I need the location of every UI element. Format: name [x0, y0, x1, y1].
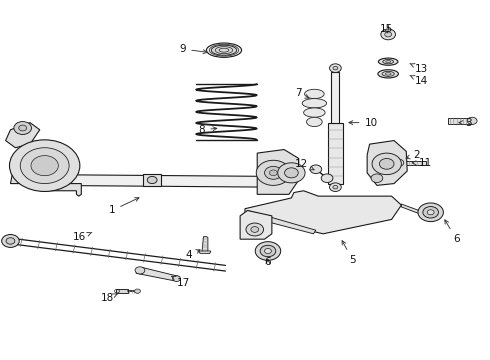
Text: 7: 7	[295, 88, 309, 98]
Polygon shape	[367, 140, 407, 185]
Circle shape	[330, 64, 341, 72]
Circle shape	[19, 125, 26, 131]
Circle shape	[14, 122, 31, 134]
Circle shape	[265, 248, 271, 253]
Ellipse shape	[211, 45, 237, 55]
Text: 9: 9	[180, 44, 207, 54]
Polygon shape	[5, 123, 40, 148]
Circle shape	[256, 160, 291, 185]
Polygon shape	[328, 123, 343, 184]
Polygon shape	[202, 237, 208, 252]
Text: 10: 10	[349, 118, 378, 128]
Text: 2: 2	[406, 150, 420, 160]
Polygon shape	[45, 184, 81, 196]
Polygon shape	[136, 267, 179, 281]
Circle shape	[260, 245, 276, 257]
Ellipse shape	[386, 60, 391, 63]
Circle shape	[251, 226, 259, 232]
Circle shape	[285, 168, 298, 178]
Text: 11: 11	[412, 158, 432, 168]
Text: 15: 15	[380, 24, 393, 35]
Circle shape	[255, 242, 281, 260]
Text: 5: 5	[342, 241, 356, 265]
Circle shape	[265, 166, 282, 179]
Circle shape	[20, 148, 69, 184]
Polygon shape	[399, 161, 426, 165]
Circle shape	[371, 174, 383, 183]
Polygon shape	[245, 191, 401, 234]
Ellipse shape	[304, 108, 325, 117]
Circle shape	[379, 158, 394, 169]
Circle shape	[333, 185, 338, 189]
Polygon shape	[199, 251, 211, 253]
Circle shape	[394, 159, 404, 166]
Text: 12: 12	[295, 159, 314, 170]
Circle shape	[147, 176, 157, 184]
Circle shape	[246, 223, 264, 236]
Circle shape	[385, 32, 392, 37]
Polygon shape	[448, 118, 472, 124]
Circle shape	[321, 174, 333, 183]
Text: 6: 6	[265, 257, 271, 267]
Circle shape	[330, 183, 341, 192]
Ellipse shape	[302, 99, 327, 108]
Polygon shape	[116, 289, 128, 293]
Circle shape	[31, 156, 58, 176]
Circle shape	[310, 165, 322, 174]
Circle shape	[372, 153, 401, 175]
Circle shape	[427, 210, 434, 215]
Text: 4: 4	[186, 250, 200, 260]
Circle shape	[9, 140, 80, 192]
Ellipse shape	[383, 59, 393, 64]
Polygon shape	[401, 204, 419, 213]
Text: 6: 6	[445, 220, 460, 244]
Circle shape	[135, 267, 145, 274]
Polygon shape	[144, 174, 161, 186]
Polygon shape	[331, 72, 339, 123]
Circle shape	[381, 29, 395, 40]
Circle shape	[423, 207, 439, 218]
Circle shape	[333, 66, 338, 70]
Circle shape	[172, 276, 180, 282]
Text: 16: 16	[73, 232, 92, 242]
Polygon shape	[10, 167, 40, 184]
Circle shape	[418, 203, 443, 222]
Circle shape	[6, 238, 15, 244]
Circle shape	[278, 163, 305, 183]
Circle shape	[270, 170, 277, 176]
Ellipse shape	[378, 70, 398, 78]
Ellipse shape	[378, 58, 398, 65]
Ellipse shape	[385, 73, 391, 75]
Polygon shape	[240, 211, 272, 239]
Text: 18: 18	[100, 293, 117, 303]
Text: 3: 3	[459, 118, 472, 128]
Text: 14: 14	[410, 76, 428, 86]
Text: 13: 13	[410, 64, 428, 74]
Circle shape	[135, 289, 141, 293]
Ellipse shape	[206, 43, 242, 57]
Ellipse shape	[305, 89, 324, 99]
Polygon shape	[245, 211, 316, 234]
Text: 1: 1	[109, 198, 139, 216]
Polygon shape	[257, 149, 299, 194]
Circle shape	[1, 234, 19, 247]
Circle shape	[467, 117, 477, 125]
Text: 8: 8	[198, 125, 217, 135]
Ellipse shape	[382, 71, 394, 76]
Text: 17: 17	[172, 276, 191, 288]
Polygon shape	[42, 175, 274, 187]
Ellipse shape	[307, 117, 322, 127]
